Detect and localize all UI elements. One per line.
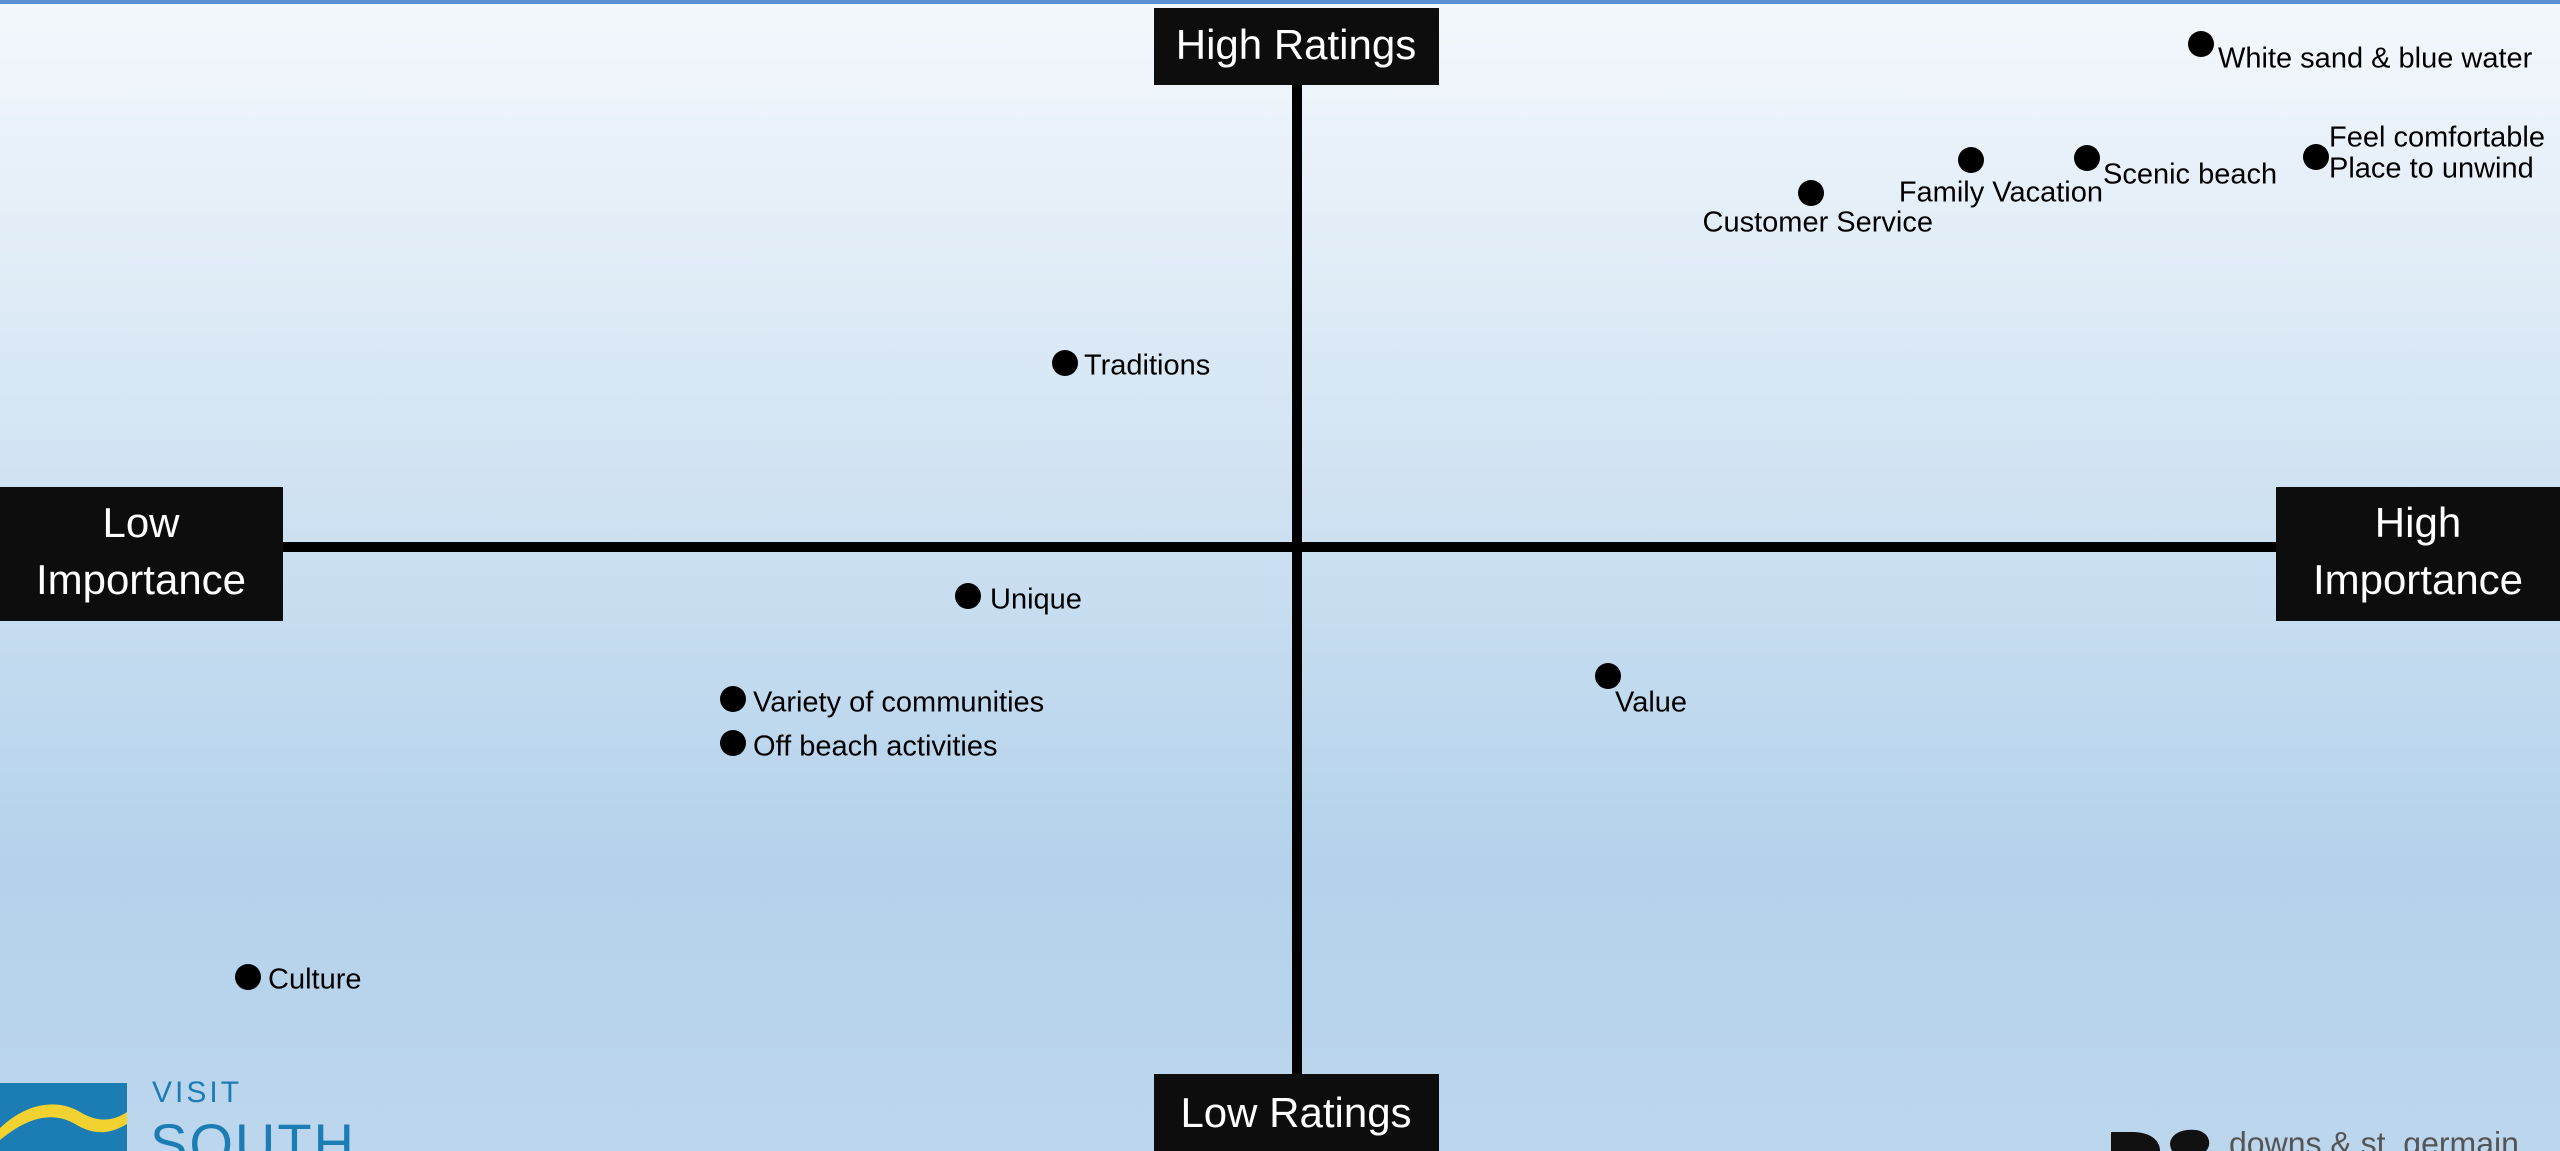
horizontal-axis	[280, 542, 2280, 552]
logo-mark	[2111, 1132, 2160, 1151]
right-label: High	[2375, 499, 2461, 546]
point-label: White sand & blue water	[2218, 43, 2533, 75]
top-border	[0, 0, 2560, 4]
top-label: High Ratings	[1176, 21, 1416, 68]
point-label: Family Vacation	[1899, 177, 2103, 209]
point-label: Value	[1615, 687, 1687, 719]
logo-text: downs & st. germain	[2229, 1125, 2519, 1151]
point-dot	[1052, 350, 1078, 376]
point-dot	[720, 686, 746, 712]
point-label: Off beach activities	[753, 731, 997, 763]
point-label: Feel comfortable	[2329, 122, 2545, 154]
top-label-box	[1154, 8, 1439, 85]
dsg-logo: downs & st. germain	[2111, 1125, 2519, 1151]
point-label: Scenic beach	[2103, 159, 2277, 191]
point-dot	[2188, 31, 2214, 57]
point-dot	[235, 964, 261, 990]
point-label: Culture	[268, 964, 362, 996]
point-dot	[2074, 145, 2100, 171]
point-dot	[1798, 180, 1824, 206]
point-label: Unique	[990, 584, 1082, 616]
vertical-axis	[1292, 80, 1302, 1080]
point-dot	[1958, 147, 1984, 173]
left-label: Low	[102, 499, 180, 546]
point-label: Traditions	[1084, 350, 1210, 382]
right-label-box	[2276, 487, 2560, 621]
logo-text: SOUTH	[150, 1112, 356, 1151]
point-dot	[720, 730, 746, 756]
left-label: Importance	[36, 556, 246, 603]
point-dot	[955, 583, 981, 609]
right-label: Importance	[2313, 556, 2523, 603]
logo-mark	[2170, 1129, 2210, 1151]
point-dot	[2303, 144, 2329, 170]
logo-text: VISIT	[152, 1076, 242, 1109]
left-label-box	[0, 487, 283, 621]
bottom-label-box	[1154, 1074, 1439, 1151]
point-label: Variety of communities	[753, 687, 1044, 719]
bottom-label: Low Ratings	[1180, 1089, 1411, 1136]
point-label: Customer Service	[1703, 207, 1933, 239]
logo-wave	[0, 1104, 127, 1140]
point-dot	[1595, 663, 1621, 689]
visit-logo: VISIT SOUTH	[0, 1076, 356, 1151]
point-label: Place to unwind	[2329, 153, 2534, 185]
